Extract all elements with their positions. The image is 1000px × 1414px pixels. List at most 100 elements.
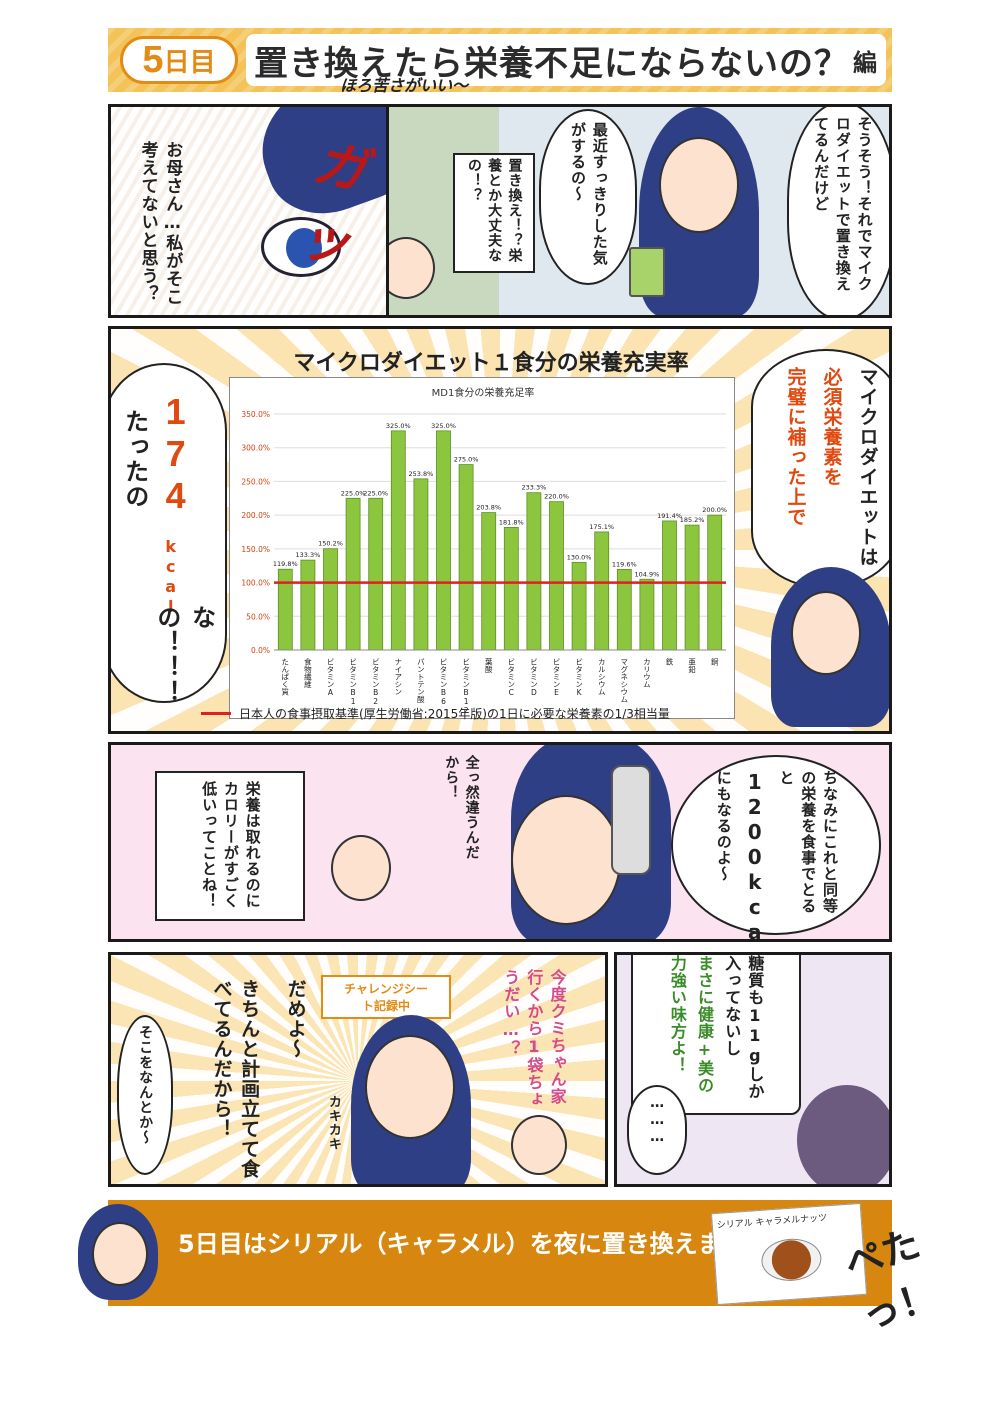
speech-daughter: そうそう！それでマイクロダイエットで置き換えてるんだけど bbox=[812, 116, 874, 292]
bar-value-label: 150.2% bbox=[318, 540, 343, 548]
episode-title: 置き換えたら栄養不足にならないの？ 編 bbox=[246, 34, 886, 86]
speech-c: 力強い味方よ！ bbox=[667, 955, 687, 1074]
category-label: たんぱく質 bbox=[281, 658, 290, 697]
bar-value-label: 181.8% bbox=[499, 518, 524, 526]
category-label: ビタミンK bbox=[575, 658, 584, 697]
bar-value-label: 275.0% bbox=[454, 456, 479, 464]
daughter-face bbox=[791, 591, 861, 675]
footer-text: 5日目はシリアル（キャラメル）を夜に置き換えました♪ bbox=[178, 1230, 786, 1258]
chart-title: MD1食分の栄養充足率 bbox=[432, 386, 535, 399]
speech-box-daughter: 糖質も11gしか入ってないし まさに健康+美の 力強い味方よ！ bbox=[631, 955, 801, 1115]
bar-value-label: 325.0% bbox=[386, 422, 411, 430]
cereal-bowl-icon bbox=[760, 1236, 823, 1283]
panel-4: ちなみにこれと同等の栄養を食事でとると 1200kcal にもなるのよ〜 全っ然… bbox=[108, 742, 892, 942]
category-label: カルシウム bbox=[597, 658, 606, 696]
episode-header: 5 日目 置き換えたら栄養不足にならないの？ 編 bbox=[108, 28, 892, 92]
y-tick-label: 350.0% bbox=[241, 410, 270, 419]
bar-value-label: 325.0% bbox=[431, 422, 456, 430]
speech-bubble-daughter: ちなみにこれと同等の栄養を食事でとると 1200kcal にもなるのよ〜 bbox=[671, 755, 881, 939]
legend: 日本人の食事摂取基準(厚生労働省:2015年版)の1日に必要な栄養素の1/3相当… bbox=[201, 705, 801, 722]
speech-a: 糖質も11gしか入ってないし bbox=[722, 955, 765, 1100]
category-label: パントテン酸 bbox=[416, 658, 425, 705]
category-label: 亜鉛 bbox=[687, 658, 696, 675]
y-tick-label: 250.0% bbox=[241, 477, 270, 486]
legend-line-swatch bbox=[201, 712, 231, 715]
challenge-sheet-sign: チャレンジシート記録中 bbox=[321, 975, 451, 1019]
y-tick-label: 300.0% bbox=[241, 444, 270, 453]
category-label: ビタミンB12 bbox=[462, 658, 471, 715]
episode-title-suffix: 編 bbox=[853, 48, 878, 77]
bar-value-label: 119.6% bbox=[612, 560, 637, 568]
bar-value-label: 191.4% bbox=[657, 512, 682, 520]
speech-daughter-b: きちんと計画立てて食べてるんだから！ bbox=[210, 979, 261, 1179]
right-callout-a: マイクロダイエットは bbox=[856, 367, 879, 567]
mother-face bbox=[389, 237, 435, 299]
speech-mother: 栄養は取れるのにカロリーがすごく低いってことね！ bbox=[200, 781, 262, 909]
speech-bubble-dots: ……… bbox=[627, 1085, 687, 1175]
category-label: 鉄 bbox=[665, 657, 674, 667]
bar-chart: MD1食分の栄養充足率 0.0% 50.0% 100.0% 150.0% 200.0% 2… bbox=[229, 377, 735, 719]
category-label: ビタミンB1 bbox=[349, 658, 358, 706]
bar-value-label: 133.3% bbox=[296, 551, 321, 559]
mother-silhouette bbox=[797, 1085, 889, 1184]
bar-7 bbox=[413, 478, 429, 651]
right-callout-b: 必須栄養素を bbox=[820, 367, 843, 487]
panel-6: 糖質も11gしか入ってないし まさに健康+美の 力強い味方よ！ ……… bbox=[614, 952, 892, 1187]
left-callout-num: 174 bbox=[155, 391, 197, 517]
bar-value-label: 225.0% bbox=[341, 489, 366, 497]
panel-3-chart: マイクロダイエット１食分の栄養充実率 たったの 174 kcal なの！！！ M… bbox=[108, 326, 892, 734]
green-drink-glass bbox=[629, 247, 665, 297]
chart-heading: マイクロダイエット１食分の栄養充実率 bbox=[293, 351, 689, 376]
bar-3 bbox=[323, 548, 338, 651]
bar-chart-svg: MD1食分の栄養充足率 0.0% 50.0% 100.0% 150.0% 200.0% 2… bbox=[241, 386, 727, 715]
daughter-face bbox=[659, 137, 739, 233]
speech-refreshed: 最近すっきりした気がするの〜 bbox=[569, 122, 609, 266]
right-callout: マイクロダイエットは 必須栄養素を 完璧に補った上で bbox=[751, 349, 889, 589]
category-label: 銅 bbox=[710, 657, 719, 666]
y-tick-label: 200.0% bbox=[241, 511, 270, 520]
bar-value-label: 185.2% bbox=[680, 516, 705, 524]
category-label: 食物繊維 bbox=[303, 657, 312, 690]
y-tick-label: 0.0% bbox=[251, 646, 270, 655]
day-number: 5 bbox=[142, 38, 164, 81]
category-label: ビタミンE bbox=[552, 658, 561, 697]
left-callout-unit: kcal bbox=[161, 537, 181, 617]
speech-daughter-a: だめよ〜 bbox=[284, 979, 307, 1059]
bar-value-label: 175.1% bbox=[589, 523, 614, 531]
footer-subtext: ほろ苦さがいい〜 bbox=[340, 76, 469, 95]
speech-box-mother: 置き換え！？栄養とか大丈夫なの！？ bbox=[453, 153, 535, 273]
bar-17 bbox=[639, 578, 655, 651]
legend-text: 日本人の食事摂取基準(厚生労働省:2015年版)の1日に必要な栄養素の1/3相当… bbox=[239, 707, 670, 721]
right-callout-c: 完璧に補った上で bbox=[784, 367, 807, 527]
product-label: シリアル キャラメルナッツ bbox=[716, 1213, 828, 1231]
bar-value-label: 253.8% bbox=[409, 470, 434, 478]
bar-14 bbox=[571, 561, 587, 651]
bar-4 bbox=[345, 497, 361, 651]
speech-mother-question: お母さん…私がそこ考えてないと思う？ bbox=[137, 141, 183, 306]
mother-face bbox=[511, 1115, 567, 1175]
left-callout-b: なの！！！ bbox=[152, 605, 216, 705]
day-label: 日目 bbox=[163, 47, 216, 78]
bar-value-label: 233.3% bbox=[522, 484, 547, 492]
panel-1: ガッ お母さん…私がそこ考えてないと思う？ bbox=[108, 104, 390, 318]
bar-19 bbox=[684, 524, 700, 651]
footer-banner: 5日目はシリアル（キャラメル）を夜に置き換えました♪ シリアル キャラメルナッツ bbox=[78, 1200, 892, 1306]
category-label: ビタミンB2 bbox=[371, 658, 380, 706]
speech-dots: ……… bbox=[649, 1095, 666, 1146]
speech-bubble-mother2: そこをなんとか〜 bbox=[117, 1015, 173, 1175]
speech-different: 全っ然違うんだから！ bbox=[443, 755, 480, 860]
category-label: ビタミンA bbox=[326, 658, 335, 697]
left-callout-a: たったの bbox=[120, 409, 149, 509]
speech-mother: 今度クミちゃん家行くから1袋ちょうだい…？ bbox=[501, 969, 567, 1108]
category-label: マグネシウム bbox=[620, 658, 629, 703]
panel-5: チャレンジシート記録中 今度クミちゃん家行くから1袋ちょうだい…？ カキカキ だ… bbox=[108, 952, 608, 1187]
bar-value-label: 225.0% bbox=[363, 489, 388, 497]
daughter-face bbox=[365, 1035, 455, 1139]
bar-value-label: 130.0% bbox=[567, 553, 592, 561]
speech-bubble-daughter: そうそう！それでマイクロダイエットで置き換えてるんだけど bbox=[787, 107, 889, 315]
panel-2: そうそう！それでマイクロダイエットで置き換えてるんだけど 最近すっきりした気がす… bbox=[386, 104, 892, 318]
bar-value-label: 203.8% bbox=[476, 504, 501, 512]
bar-10 bbox=[481, 512, 497, 651]
speech-bubble-refreshed: 最近すっきりした気がするの〜 bbox=[539, 109, 637, 285]
y-tick-label: 100.0% bbox=[241, 579, 270, 588]
